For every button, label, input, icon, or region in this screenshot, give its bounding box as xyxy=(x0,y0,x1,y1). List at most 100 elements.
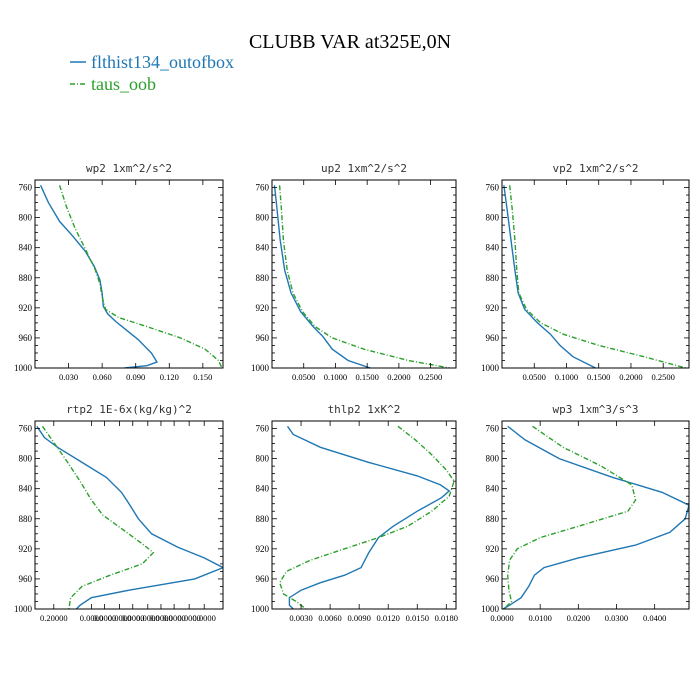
y-tick-label: 880 xyxy=(19,514,33,524)
y-tick-label: 800 xyxy=(486,213,500,223)
x-tick-label: 0.120 xyxy=(160,372,179,382)
x-tick-label: 0.0000 xyxy=(80,613,103,623)
x-tick-label: 0.090 xyxy=(126,372,145,382)
y-tick-label: 800 xyxy=(19,454,33,464)
series-line-1 xyxy=(41,425,155,609)
y-tick-label: 960 xyxy=(19,333,33,343)
x-tick-label: 0.0500 xyxy=(292,372,315,382)
x-tick-label: 0.0200 xyxy=(567,613,590,623)
y-tick-label: 760 xyxy=(486,183,500,193)
y-tick-label: 840 xyxy=(256,243,270,253)
y-tick-label: 920 xyxy=(486,303,500,313)
panel-title: vp2 1xm^2/s^2 xyxy=(552,162,638,175)
y-tick-label: 760 xyxy=(256,424,270,434)
y-tick-label: 760 xyxy=(486,424,500,434)
y-tick-label: 800 xyxy=(256,213,270,223)
series-line-0 xyxy=(286,425,451,609)
y-tick-label: 960 xyxy=(256,574,270,584)
x-tick-label: 0.0000 xyxy=(136,613,159,623)
y-tick-label: 800 xyxy=(486,454,500,464)
panel-0: wp2 1xm^2/s^2 760 800 840 880 920 960 1000 0.030… xyxy=(14,162,224,382)
plot-frame xyxy=(271,420,457,610)
panel-2: vp2 1xm^2/s^2 760 800 840 880 920 960 1000 0.050… xyxy=(481,162,690,382)
x-tick-label: 0.0000 xyxy=(490,613,513,623)
x-tick-label: 0.0000 xyxy=(108,613,131,623)
panel-1: up2 1xm^2/s^2 760 800 840 880 920 960 1000 0.050… xyxy=(251,162,457,382)
x-tick-label: 0.0000 xyxy=(121,613,144,623)
x-tick-label: 0.0400 xyxy=(643,613,666,623)
y-tick-label: 840 xyxy=(486,484,500,494)
series-line-1 xyxy=(509,185,686,368)
x-tick-label: 0.0000 xyxy=(177,613,200,623)
y-tick-label: 1000 xyxy=(251,363,270,373)
plot-frame xyxy=(34,420,224,610)
series-line-1 xyxy=(503,425,637,609)
x-tick-label: 0.0090 xyxy=(347,613,370,623)
panel-title: up2 1xm^2/s^2 xyxy=(321,162,407,175)
figure-title: CLUBB VAR at325E,0N xyxy=(249,31,451,53)
x-tick-label: 0.2500 xyxy=(652,372,675,382)
series-line-1 xyxy=(58,185,223,368)
y-tick-label: 960 xyxy=(486,333,500,343)
series-line-0 xyxy=(273,185,371,368)
legend-label-1: taus_oob xyxy=(91,74,156,94)
plot-frame xyxy=(271,179,457,369)
y-tick-label: 880 xyxy=(486,273,500,283)
y-tick-label: 1000 xyxy=(14,604,33,614)
x-tick-label: 0.0000 xyxy=(193,613,216,623)
series-line-0 xyxy=(36,425,223,609)
y-tick-label: 800 xyxy=(19,213,33,223)
panel-title: thlp2 1xK^2 xyxy=(328,403,401,416)
y-tick-label: 840 xyxy=(486,243,500,253)
panel-5: wp3 1xm^3/s^3 760 800 840 880 920 960 10000.000… xyxy=(481,403,690,623)
plot-frame xyxy=(501,420,690,610)
x-tick-label: 0.0300 xyxy=(605,613,628,623)
panel-4: thlp2 1xK^2 760 800 840 880 920 960 1000 0.0030 0… xyxy=(251,403,458,623)
y-tick-label: 760 xyxy=(19,424,33,434)
x-tick-label: 0.0150 xyxy=(406,613,429,623)
x-tick-label: 0.0000 xyxy=(93,613,116,623)
series-line-0 xyxy=(503,185,596,368)
x-tick-label: 0.030 xyxy=(59,372,78,382)
y-tick-label: 1000 xyxy=(251,604,270,614)
series-line-1 xyxy=(278,185,450,368)
y-tick-label: 920 xyxy=(19,303,33,313)
y-tick-label: 840 xyxy=(19,243,33,253)
series-line-1 xyxy=(278,425,455,609)
y-tick-label: 1000 xyxy=(481,363,500,373)
x-tick-label: 0.0060 xyxy=(318,613,341,623)
x-tick-label: 0.0030 xyxy=(289,613,312,623)
panel-title: rtp2 1E-6x(kg/kg)^2 xyxy=(66,403,192,416)
plot-frame xyxy=(501,179,690,369)
y-tick-label: 1000 xyxy=(14,363,33,373)
y-tick-label: 960 xyxy=(19,574,33,584)
x-tick-label: 0.0120 xyxy=(377,613,400,623)
x-tick-label: 0.1000 xyxy=(324,372,347,382)
y-tick-label: 880 xyxy=(256,273,270,283)
y-tick-label: 840 xyxy=(256,484,270,494)
y-tick-label: 880 xyxy=(256,514,270,524)
series-line-0 xyxy=(502,425,689,609)
x-tick-label: 0.2500 xyxy=(419,372,442,382)
y-tick-label: 880 xyxy=(486,514,500,524)
x-tick-label: 0.0100 xyxy=(528,613,551,623)
y-tick-label: 920 xyxy=(256,544,270,554)
y-tick-label: 920 xyxy=(19,544,33,554)
x-tick-label: 0.0000 xyxy=(149,613,172,623)
x-tick-label: 0.0180 xyxy=(435,613,458,623)
y-tick-label: 840 xyxy=(19,484,33,494)
x-tick-label: 0.060 xyxy=(93,372,112,382)
y-tick-label: 800 xyxy=(256,454,270,464)
y-tick-label: 960 xyxy=(256,333,270,343)
x-tick-label: 0.150 xyxy=(193,372,212,382)
y-tick-label: 960 xyxy=(486,574,500,584)
y-tick-label: 920 xyxy=(256,303,270,313)
y-tick-label: 920 xyxy=(486,544,500,554)
y-tick-label: 1000 xyxy=(481,604,500,614)
x-tick-label: 0.20000 xyxy=(40,613,68,623)
panels: wp2 1xm^2/s^2 760 800 840 880 920 960 1000 0.030… xyxy=(14,162,690,623)
panel-title: wp2 1xm^2/s^2 xyxy=(86,162,172,175)
x-tick-label: 0.1000 xyxy=(555,372,578,382)
legend-label-0: flthist134_outofbox xyxy=(91,52,234,72)
x-tick-label: 0.2000 xyxy=(387,372,410,382)
